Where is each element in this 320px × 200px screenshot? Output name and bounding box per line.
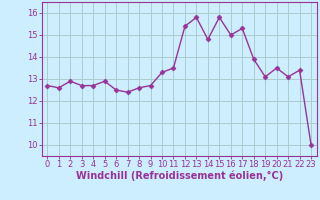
X-axis label: Windchill (Refroidissement éolien,°C): Windchill (Refroidissement éolien,°C) bbox=[76, 171, 283, 181]
